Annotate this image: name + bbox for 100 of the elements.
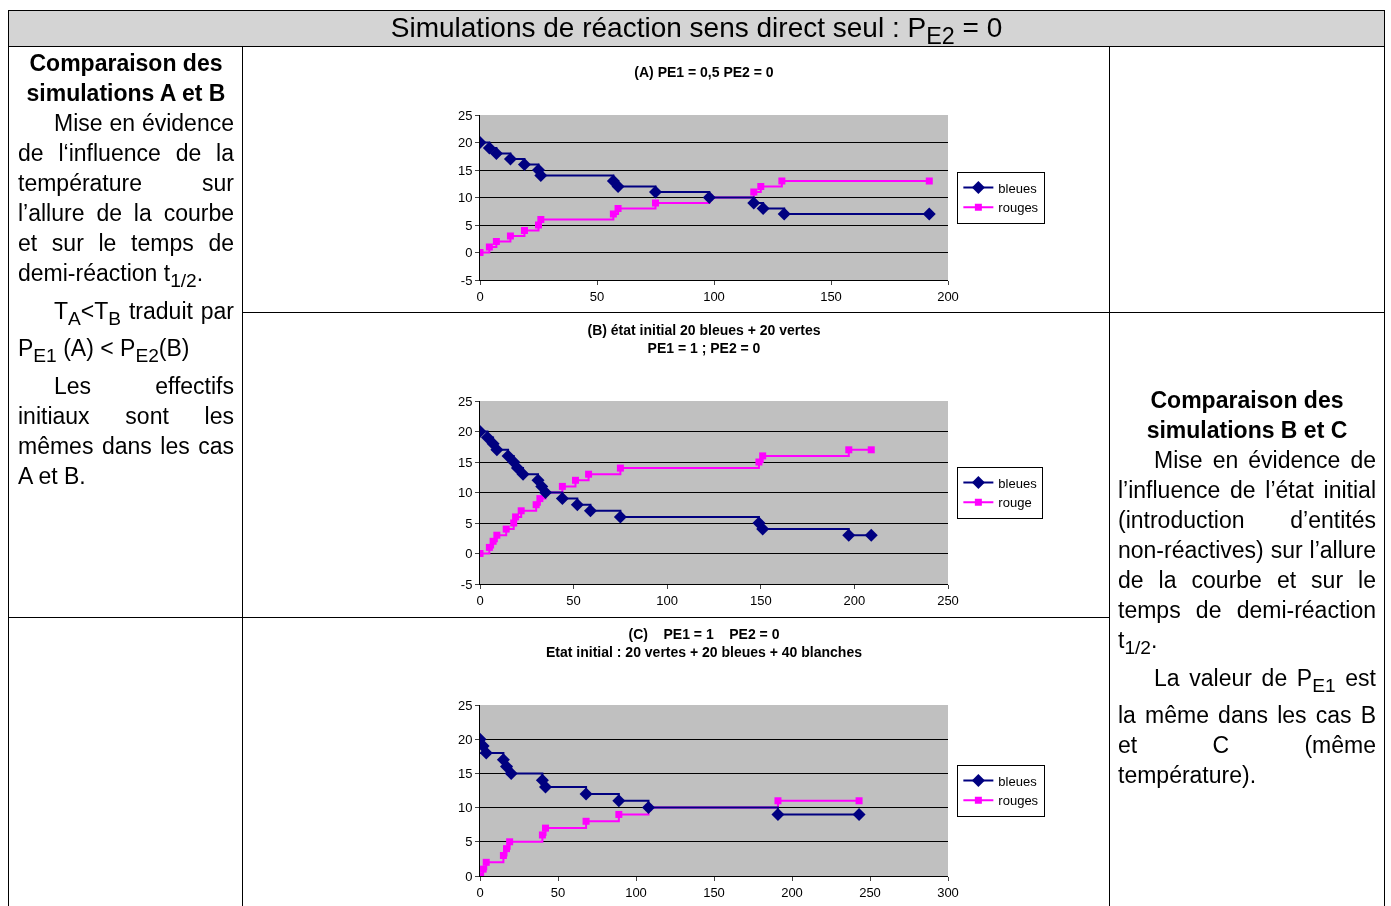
point [542, 824, 550, 832]
point [922, 207, 936, 221]
y-tick-label: -5 [460, 576, 473, 592]
point [747, 196, 761, 210]
point [501, 449, 515, 463]
y-tick-label: 5 [465, 515, 473, 531]
point [652, 199, 659, 207]
point [517, 507, 525, 515]
point [641, 801, 655, 815]
x-tick-label: 0 [476, 592, 484, 608]
point [485, 543, 493, 551]
point [925, 177, 933, 185]
point [510, 519, 518, 527]
point [538, 831, 546, 839]
point [503, 152, 517, 166]
point [480, 865, 487, 873]
point [490, 443, 504, 457]
point [771, 807, 785, 821]
x-tick-label: 150 [703, 884, 725, 900]
x-tick-label: 300 [937, 884, 959, 900]
y-tick-label: 5 [465, 834, 473, 850]
x-tick-label: 100 [625, 884, 647, 900]
point [534, 169, 548, 182]
point [536, 495, 544, 503]
y-tick-label: 15 [457, 454, 473, 470]
point [532, 501, 540, 509]
y-tick-label: 0 [465, 546, 473, 562]
legend-label: bleues [998, 773, 1038, 789]
y-tick-label: 5 [465, 217, 473, 233]
point [571, 476, 579, 484]
point [611, 180, 625, 193]
x-tick-label: 0 [476, 884, 484, 900]
point [612, 794, 626, 808]
point [570, 498, 584, 512]
x-tick-label: 0 [476, 288, 484, 304]
legend-label: rouges [998, 793, 1039, 809]
text: Mise en évidence de l’influence de l’état initial (introduction d’entités non-réactives) sur l’allure de la courbe et sur le temps de demi-réaction t$_{1/2}$. [1118, 447, 1376, 658]
y-tick-label: 15 [457, 765, 473, 781]
x-tick-label: 150 [820, 288, 842, 304]
point [482, 141, 496, 155]
point [516, 467, 530, 481]
y-tick-label: 10 [457, 485, 473, 501]
x-tick-label: 100 [703, 288, 725, 304]
point [756, 522, 770, 536]
point [489, 147, 503, 160]
x-tick-label: 200 [937, 288, 959, 304]
point [615, 810, 623, 818]
legend-label: bleues [998, 475, 1038, 491]
point [756, 202, 770, 215]
point [759, 452, 767, 460]
point [777, 207, 791, 221]
y-tick-label: 20 [457, 424, 473, 440]
text: Simulations de réaction sens direct seul : P$_{E2}$ = 0 [390, 12, 1003, 49]
point [555, 492, 569, 506]
y-tick-label: 20 [457, 731, 473, 747]
text: Comparaison des simulations A et B [25, 49, 227, 108]
y-tick-label: 0 [465, 245, 473, 261]
text: Les effectifs initiaux sont les mêmes dans les cas A et B. [18, 371, 234, 491]
legend-label: rouges [998, 200, 1039, 216]
point [493, 531, 501, 539]
point [867, 446, 875, 454]
y-tick-label: 25 [457, 107, 473, 123]
y-tick-label: 20 [457, 135, 473, 151]
point [480, 431, 494, 445]
x-tick-label: 250 [937, 592, 959, 608]
point [845, 446, 853, 454]
point [503, 845, 511, 853]
point [492, 238, 500, 245]
legend-label: rouge [998, 495, 1032, 511]
point [774, 797, 782, 805]
point [582, 817, 590, 825]
point [583, 504, 597, 518]
point [579, 787, 593, 801]
y-tick-label: 15 [457, 162, 473, 178]
point [489, 537, 497, 545]
point [485, 243, 493, 251]
point [480, 746, 493, 760]
y-tick-label: 0 [465, 868, 473, 884]
point [506, 232, 514, 240]
point [585, 470, 593, 478]
text: Mise en évidence de l‘influence de la température sur l’allure de la courbe et sur le temps de demi-réaction t$_{1/2}$. [18, 109, 234, 293]
point [520, 227, 528, 234]
point [502, 525, 510, 533]
x-tick-label: 50 [589, 288, 605, 304]
point [613, 510, 627, 524]
y-tick-label: 10 [457, 190, 473, 206]
legend-label: bleues [998, 180, 1038, 196]
point [537, 216, 545, 223]
text: Comparaison des simulations B et C [1145, 386, 1349, 445]
point [855, 797, 863, 805]
chart-title: (B) état initial 20 bleues + 20 vertes PE1 = 1 ; PE2 = 0 [587, 321, 821, 356]
y-tick-label: 25 [457, 393, 473, 409]
text: T$_{A}$<T$_{B}$ traduit par P$_{E1}$ (A) < P$_{E2}$(B) [18, 297, 234, 366]
point [504, 766, 518, 780]
point [755, 458, 763, 466]
point [482, 858, 490, 866]
point [614, 205, 622, 212]
point [539, 486, 553, 499]
chart-title: (C) PE1 = 1 PE2 = 0 Etat initial : 20 vertes + 20 bleues + 40 blanches [546, 625, 863, 660]
point [500, 760, 514, 774]
